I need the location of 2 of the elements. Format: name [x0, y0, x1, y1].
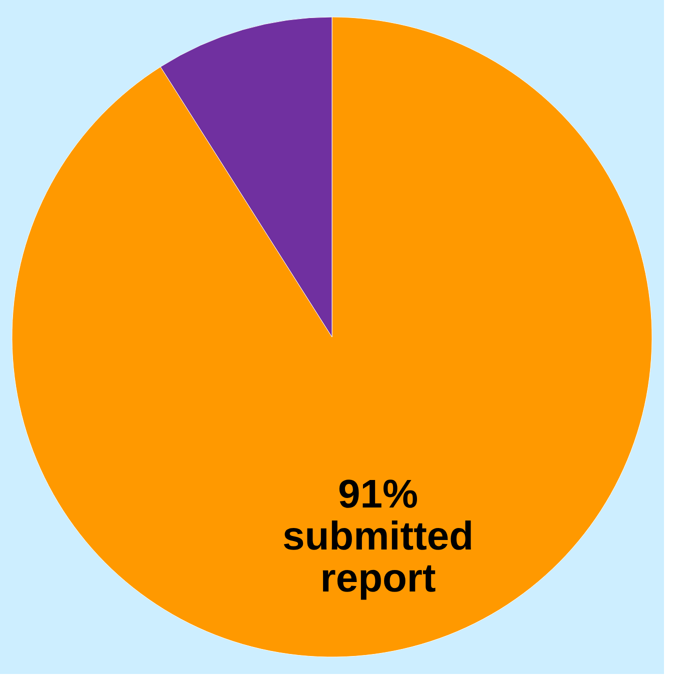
slice-label: submitted report: [282, 514, 474, 600]
data-label: 91%: [338, 472, 418, 516]
